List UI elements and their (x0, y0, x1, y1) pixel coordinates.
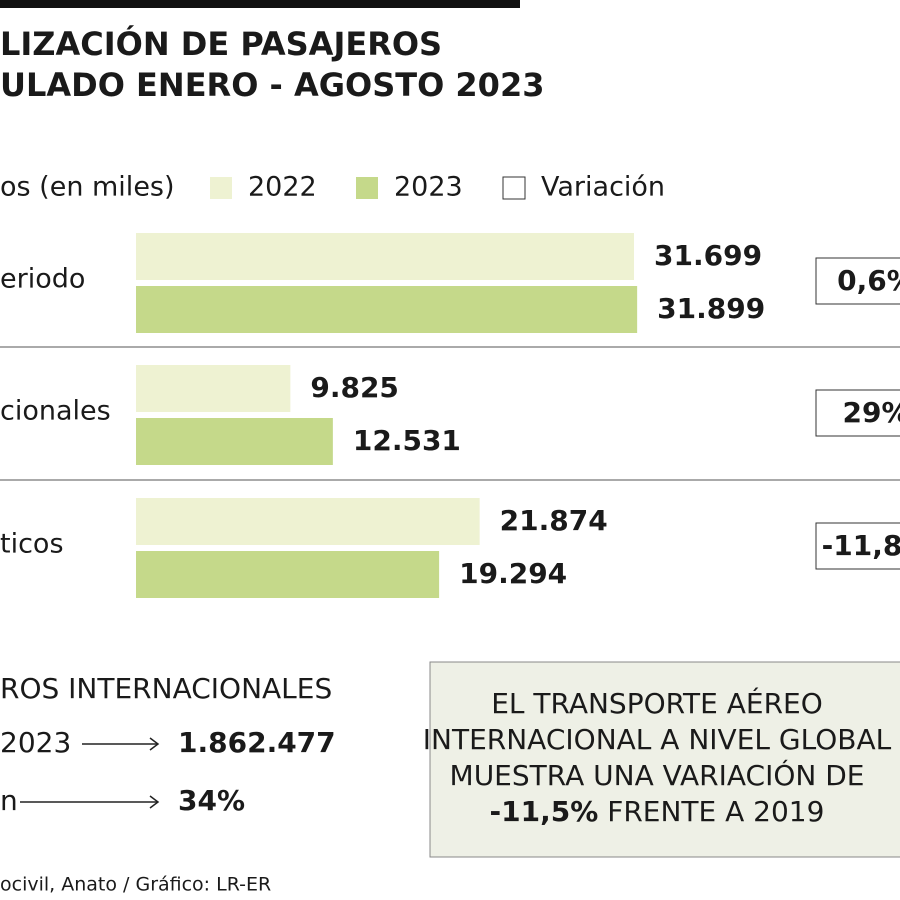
bar (136, 365, 291, 412)
category-label: eriodo (0, 264, 85, 295)
legend-label: Variación (541, 172, 665, 203)
stat-label: n (0, 784, 18, 817)
legend-swatch (356, 177, 378, 199)
stats-title: ROS INTERNACIONALES (0, 672, 332, 705)
value-label: 31.699 (654, 239, 762, 272)
category-label: cionales (0, 396, 111, 427)
variation-box (815, 522, 900, 570)
bar (136, 286, 638, 333)
note-emphasis: -11,5% (490, 795, 599, 828)
value-label: 9.825 (310, 371, 399, 404)
note-space (598, 795, 607, 828)
stat-label: 2023 (0, 726, 71, 759)
note-line: INTERNACIONAL A NIVEL GLOBAL (423, 723, 892, 756)
unit-label: os (en miles) (0, 172, 175, 203)
value-label: 21.874 (500, 504, 608, 537)
bar (136, 498, 480, 545)
note-tail: FRENTE A 2019 (607, 795, 824, 828)
variation-label: -11,8% (822, 529, 900, 562)
legend-label: 2022 (248, 172, 317, 203)
legend-swatch (210, 177, 232, 199)
stat-value: 1.862.477 (178, 726, 336, 759)
stat-value: 34% (178, 784, 245, 817)
note-line: EL TRANSPORTE AÉREO (491, 686, 823, 720)
bar (136, 551, 440, 598)
value-label: 12.531 (353, 424, 461, 457)
note-box (429, 661, 900, 858)
variation-box (815, 389, 900, 437)
bar (136, 233, 634, 280)
note-line: -11,5% FRENTE A 2019 (490, 795, 825, 828)
arrow-head (149, 737, 160, 751)
chart-title: ULADO ENERO - AGOSTO 2023 (0, 66, 544, 104)
variation-label: 0,6% (837, 264, 900, 297)
bar (136, 418, 333, 465)
arrow-head (149, 795, 160, 809)
value-label: 19.294 (459, 557, 567, 590)
chart-title: LIZACIÓN DE PASAJEROS (0, 24, 442, 63)
value-label: 31.899 (657, 292, 765, 325)
note-line: MUESTRA UNA VARIACIÓN DE (450, 758, 865, 792)
legend-label: 2023 (394, 172, 463, 203)
top-rule (0, 0, 520, 8)
source: ocivil, Anato / Gráfico: LR-ER (0, 874, 271, 896)
legend-swatch (502, 176, 526, 200)
category-label: ticos (0, 529, 64, 560)
variation-label: 29% (842, 396, 900, 429)
variation-box (815, 257, 900, 305)
